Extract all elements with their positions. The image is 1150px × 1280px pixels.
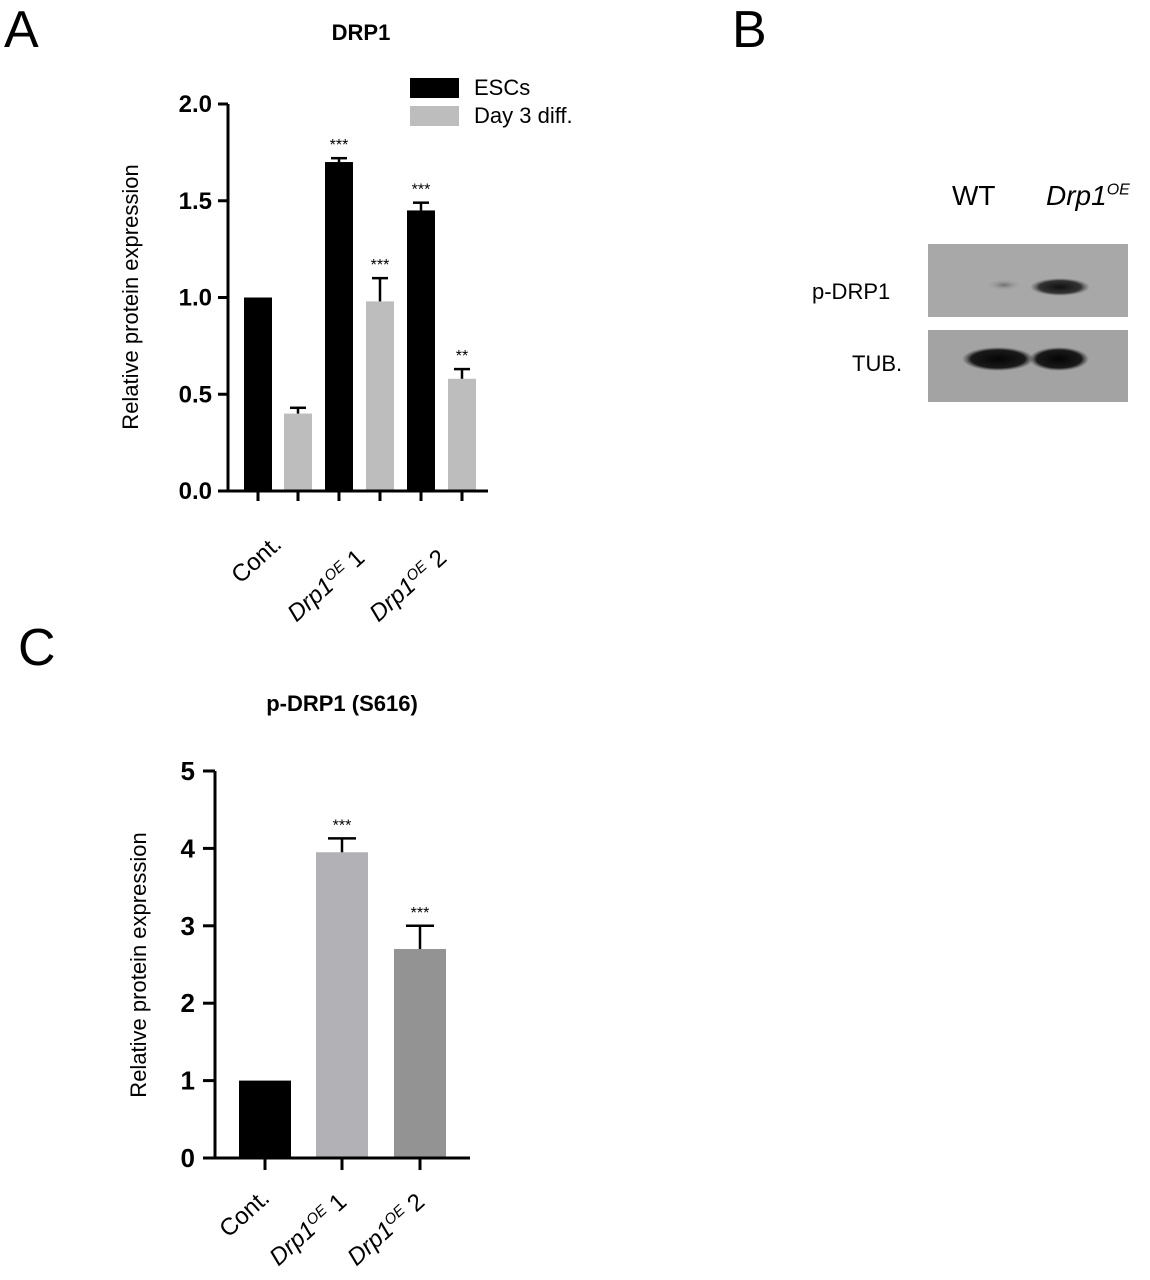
sig-a-series1-cat1: *** (371, 257, 390, 274)
panel-letter-b: B (732, 1, 767, 59)
y-tick-label-a-1: 0.5 (179, 381, 212, 408)
bar-a-series1-cat0 (284, 413, 312, 491)
bar-c-cat2 (394, 949, 446, 1158)
bar-a-series0-cat2 (407, 210, 435, 492)
y-tick-label-c-3: 3 (181, 911, 195, 941)
sig-c-cat2: *** (411, 905, 430, 922)
panel-letter-c: C (18, 619, 56, 677)
x-tick-label-c-0: Cont. (214, 1184, 275, 1242)
sig-a-series0-cat1: *** (330, 137, 349, 154)
blot-membrane-tub (928, 330, 1128, 402)
bar-a-series0-cat1 (325, 162, 353, 492)
blot-row-label-tub: TUB. (852, 351, 903, 376)
sig-a-series1-cat2: ** (456, 348, 468, 365)
x-tick-label-c-1: Drp1OE 1 (264, 1188, 352, 1271)
legend-swatch-a-0 (410, 78, 459, 98)
bar-a-series1-cat2 (448, 378, 476, 491)
blot-band-p-drp1-wt (986, 279, 1022, 291)
chart-c-y-axis-label: Relative protein expression (126, 832, 151, 1097)
legend-label-a-1: Day 3 diff. (474, 103, 573, 128)
y-tick-label-c-0: 0 (181, 1143, 195, 1173)
blot-lane-label-drp1oe: Drp1OE (1046, 180, 1130, 211)
bar-c-cat1 (316, 852, 368, 1158)
blot-lane-label-wt: WT (952, 180, 996, 211)
y-tick-label-c-2: 2 (181, 988, 195, 1018)
chart-a-y-axis-label: Relative protein expression (118, 164, 143, 429)
y-tick-label-c-4: 4 (181, 833, 196, 863)
sig-c-cat1: *** (333, 817, 352, 834)
y-tick-label-c-5: 5 (181, 756, 195, 786)
blot-row-label-p-drp1: p-DRP1 (812, 279, 891, 304)
x-tick-label-c-2: Drp1OE 2 (342, 1188, 430, 1271)
panel-letter-a: A (4, 1, 39, 59)
y-tick-label-a-2: 1.0 (179, 285, 212, 312)
blot-band-tub-drp1oe (1029, 347, 1089, 371)
blot-membrane-p-drp1 (928, 244, 1128, 317)
sig-a-series0-cat2: *** (412, 182, 431, 199)
blot-band-p-drp1-drp1oe (1030, 278, 1090, 296)
legend-swatch-a-1 (410, 106, 459, 126)
chart-c-title: p-DRP1 (S616) (266, 691, 418, 716)
bar-a-series0-cat0 (244, 297, 272, 491)
y-tick-label-c-1: 1 (181, 1066, 195, 1096)
legend-label-a-0: ESCs (474, 75, 530, 100)
blot-band-tub-wt (962, 347, 1034, 371)
y-tick-label-a-0: 0.0 (179, 478, 212, 505)
chart-a: DRP1 Relative protein expression *******… (118, 20, 573, 627)
chart-a-title: DRP1 (332, 20, 391, 45)
y-tick-label-a-4: 2.0 (179, 91, 212, 118)
bar-a-series1-cat1 (366, 301, 394, 491)
bar-c-cat0 (239, 1080, 291, 1158)
western-blot (928, 244, 1128, 402)
y-tick-label-a-3: 1.5 (179, 188, 212, 215)
